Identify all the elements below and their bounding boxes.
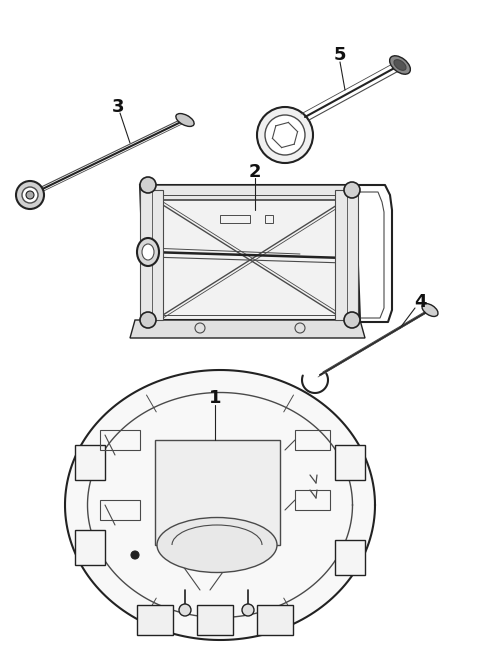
Text: 1: 1	[209, 389, 221, 407]
Bar	[265, 215, 273, 223]
Polygon shape	[335, 445, 365, 480]
Polygon shape	[155, 440, 280, 545]
Polygon shape	[130, 320, 365, 338]
Polygon shape	[140, 185, 360, 320]
Circle shape	[26, 191, 34, 199]
Circle shape	[242, 604, 254, 616]
Circle shape	[131, 551, 139, 559]
Polygon shape	[137, 605, 173, 635]
Circle shape	[16, 181, 44, 209]
Ellipse shape	[142, 244, 154, 260]
Ellipse shape	[394, 59, 406, 71]
Circle shape	[344, 312, 360, 328]
Circle shape	[140, 312, 156, 328]
Polygon shape	[75, 445, 105, 480]
Polygon shape	[140, 190, 163, 320]
Ellipse shape	[422, 304, 438, 317]
Circle shape	[179, 604, 191, 616]
Text: 4: 4	[414, 293, 426, 311]
Ellipse shape	[390, 56, 410, 74]
Polygon shape	[140, 185, 358, 200]
Circle shape	[265, 115, 305, 155]
Circle shape	[257, 107, 313, 163]
Polygon shape	[75, 530, 105, 565]
Ellipse shape	[157, 517, 277, 573]
Circle shape	[22, 187, 38, 203]
Circle shape	[140, 177, 156, 193]
Polygon shape	[335, 540, 365, 575]
Text: 2: 2	[249, 163, 261, 181]
Ellipse shape	[176, 114, 194, 127]
Circle shape	[344, 182, 360, 198]
Ellipse shape	[65, 370, 375, 640]
Polygon shape	[335, 190, 358, 320]
Polygon shape	[197, 605, 233, 635]
Bar	[220, 215, 250, 223]
Polygon shape	[257, 605, 293, 635]
Ellipse shape	[137, 238, 159, 266]
Text: 5: 5	[334, 46, 346, 64]
Text: 3: 3	[112, 98, 124, 116]
